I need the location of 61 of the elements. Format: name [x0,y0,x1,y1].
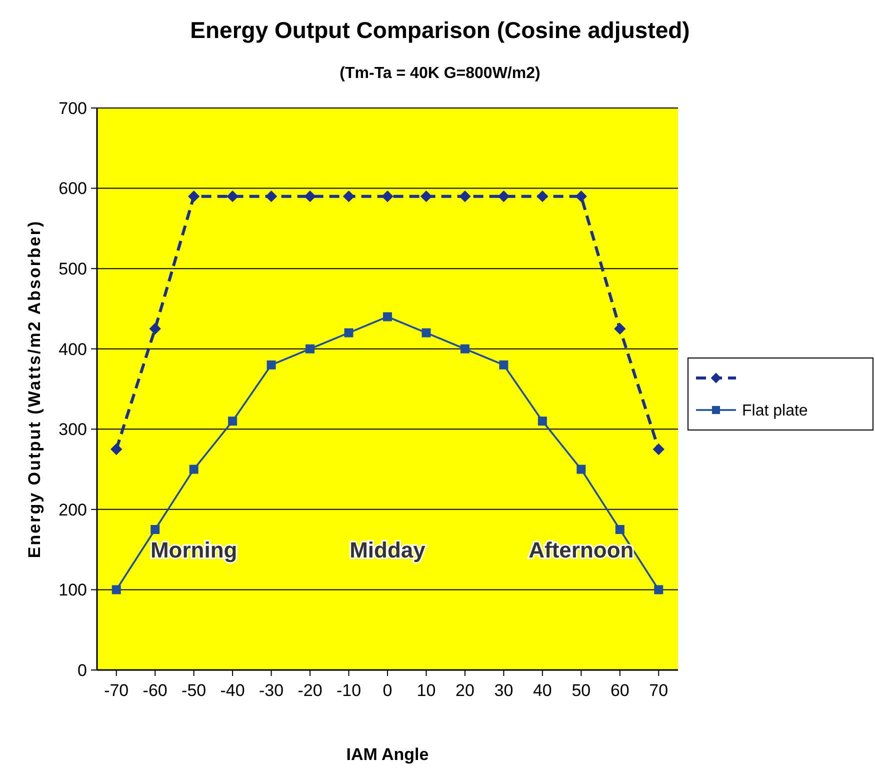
x-tick-label: 50 [572,681,591,700]
chart-subtitle: (Tm-Ta = 40K G=800W/m2) [340,65,540,82]
point [266,360,276,370]
x-tick-label: 60 [610,681,630,700]
x-tick-label: -10 [336,681,362,700]
point [304,190,316,202]
point [306,344,315,354]
point [110,443,122,456]
x-tick-label: -50 [182,681,206,700]
point [654,585,664,594]
point [188,190,200,202]
point [112,585,121,594]
annotation: Afternoon [528,538,634,563]
y-tick-label: 700 [58,98,87,118]
point [226,190,238,202]
y-tick-label: 400 [58,340,87,359]
x-tick-label: 0 [382,681,392,700]
point [615,525,624,534]
x-tick-label: -60 [142,681,168,700]
y-tick-label: 200 [58,500,87,520]
point [342,190,355,202]
annotation: Morning [150,538,238,563]
x-tick-label: 40 [532,681,552,700]
x-tick-label: -30 [259,681,284,700]
point [498,190,510,202]
x-tick-label: 30 [494,681,514,700]
point [536,190,548,202]
x-tick-label: -40 [220,681,245,700]
legend-label: Flat plate [742,402,808,420]
point [652,443,664,456]
point [538,416,547,426]
point [383,312,392,322]
chart-title: Energy Output Comparison (Cosine adjusted) [190,17,690,43]
point [189,464,198,474]
x-axis-title: IAM Angle [346,745,429,764]
y-tick-label: 500 [58,260,87,279]
point [382,190,394,202]
point [265,190,278,202]
point [460,344,470,354]
y-tick-label: 300 [58,420,87,440]
point [614,322,626,335]
y-tick-label: 0 [78,660,87,680]
point [499,360,508,370]
x-tick-label: 20 [456,681,474,700]
point [150,525,160,534]
point [459,190,471,202]
point [575,190,588,202]
x-tick-label: 70 [649,681,668,700]
x-tick-label: 10 [416,681,436,700]
x-tick-label: -70 [104,681,129,700]
point [576,464,586,474]
y-tick-label: 100 [58,580,87,600]
point [149,322,161,335]
point [420,190,432,202]
y-tick-label: 600 [58,179,87,198]
point [344,328,354,338]
y-axis-title: Energy Output (Watts/m2 Absorber) [25,220,44,558]
annotation: Midday [350,538,426,563]
point [422,328,431,338]
point [228,416,238,426]
x-tick-label: -20 [298,681,322,700]
